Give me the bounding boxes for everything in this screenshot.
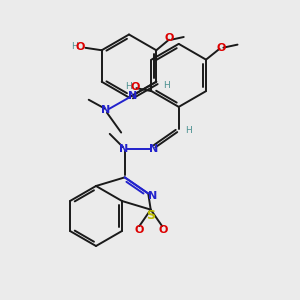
Text: N: N: [128, 91, 137, 101]
Text: H: H: [163, 81, 170, 90]
Text: H: H: [126, 82, 132, 91]
Text: O: O: [134, 225, 143, 235]
Text: O: O: [216, 43, 226, 52]
Text: H: H: [70, 42, 77, 51]
Text: O: O: [75, 42, 85, 52]
Text: S: S: [146, 208, 155, 221]
Text: N: N: [119, 144, 128, 154]
Text: N: N: [148, 144, 158, 154]
Text: O: O: [165, 33, 174, 43]
Text: O: O: [130, 82, 140, 92]
Text: H: H: [185, 126, 192, 135]
Text: O: O: [158, 225, 167, 235]
Text: N: N: [148, 191, 158, 201]
Text: N: N: [101, 105, 111, 115]
